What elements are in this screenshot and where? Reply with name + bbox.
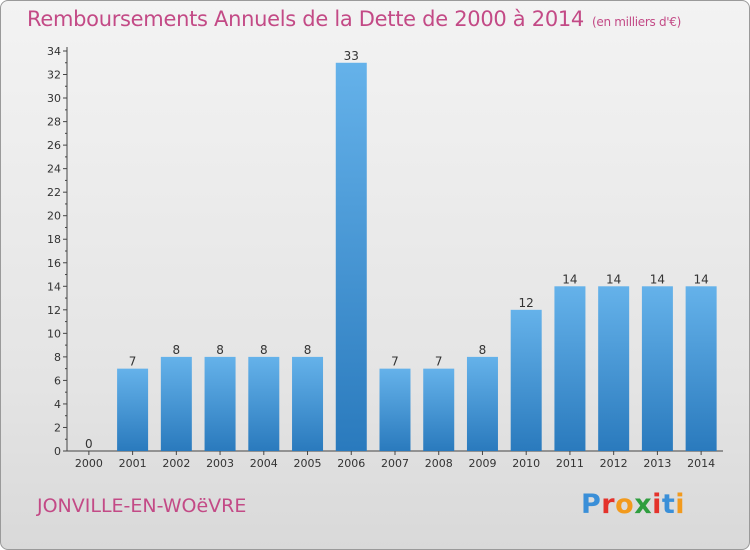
bar: [292, 356, 324, 451]
bar: [685, 286, 717, 451]
logo-letter: P: [581, 489, 602, 520]
bar: [641, 286, 673, 451]
y-tick-label: 34: [47, 45, 61, 58]
y-tick-label: 2: [54, 421, 61, 434]
data-label: 12: [519, 296, 534, 310]
y-tick-label: 18: [47, 233, 61, 246]
bar: [423, 368, 455, 451]
x-tick-label: 2009: [468, 457, 496, 470]
y-tick-label: 10: [47, 327, 61, 340]
chart-title-text: Remboursements Annuels de la Dette de 20…: [27, 7, 584, 31]
y-tick-label: 14: [47, 280, 61, 293]
logo-letter: r: [601, 489, 616, 520]
data-label: 0: [85, 437, 93, 451]
logo-letter: i: [652, 489, 662, 520]
data-label: 7: [129, 355, 137, 369]
y-tick-label: 0: [54, 445, 61, 458]
y-tick-label: 4: [54, 398, 61, 411]
data-label: 14: [650, 272, 665, 286]
x-tick-label: 2007: [381, 457, 409, 470]
logo-letter: o: [615, 489, 635, 520]
data-label: 7: [435, 355, 443, 369]
data-label: 8: [173, 343, 181, 357]
x-tick-label: 2004: [250, 457, 278, 470]
logo-letter: t: [661, 489, 676, 520]
data-label: 14: [693, 272, 708, 286]
logo-letter: i: [675, 489, 686, 520]
bar: [554, 286, 586, 451]
chart-unit: (en milliers d'€): [592, 15, 682, 29]
data-label: 14: [562, 272, 577, 286]
y-tick-label: 24: [47, 163, 61, 176]
x-tick-label: 2006: [337, 457, 365, 470]
x-tick-label: 2014: [687, 457, 715, 470]
proxiti-logo: Proxiti: [581, 489, 685, 520]
bar: [598, 286, 630, 451]
x-tick-label: 2002: [162, 457, 190, 470]
commune-name: JONVILLE-EN-WOëVRE: [37, 495, 247, 517]
y-tick-label: 26: [47, 139, 61, 152]
labels-group: 0 7 8 8 8 8 33 7 7 8 12 14 14 14 14: [85, 49, 709, 451]
y-tick-label: 20: [47, 210, 61, 223]
y-tick-label: 8: [54, 351, 61, 364]
x-tick-label: 2003: [206, 457, 234, 470]
y-tick-label: 16: [47, 257, 61, 270]
data-label: 14: [606, 272, 621, 286]
bar: [510, 309, 542, 451]
y-tick-label: 12: [47, 304, 61, 317]
x-tick-label: 2005: [294, 457, 322, 470]
data-label: 8: [479, 343, 487, 357]
bar: [466, 356, 498, 451]
chart-title: Remboursements Annuels de la Dette de 20…: [27, 7, 681, 31]
y-tick-label: 6: [54, 374, 61, 387]
logo-letter: x: [634, 489, 653, 520]
x-tick-label: 2000: [75, 457, 103, 470]
bar: [335, 62, 367, 451]
y-tick-label: 28: [47, 116, 61, 129]
y-tick-label: 32: [47, 69, 61, 82]
bar: [248, 356, 280, 451]
x-tick-label: 2001: [119, 457, 147, 470]
y-tick-label: 30: [47, 92, 61, 105]
x-tick-label: 2011: [556, 457, 584, 470]
x-tick-label: 2013: [643, 457, 671, 470]
bar: [379, 368, 411, 451]
bar: [117, 368, 149, 451]
data-label: 33: [344, 49, 359, 63]
y-tick-label: 22: [47, 186, 61, 199]
bar: [204, 356, 236, 451]
data-label: 7: [391, 355, 399, 369]
x-tick-label: 2010: [512, 457, 540, 470]
data-label: 8: [304, 343, 312, 357]
bars-group: [117, 62, 717, 451]
data-label: 8: [260, 343, 268, 357]
bar: [160, 356, 192, 451]
data-label: 8: [216, 343, 224, 357]
x-tick-label: 2008: [425, 457, 453, 470]
x-tick-label: 2012: [600, 457, 628, 470]
